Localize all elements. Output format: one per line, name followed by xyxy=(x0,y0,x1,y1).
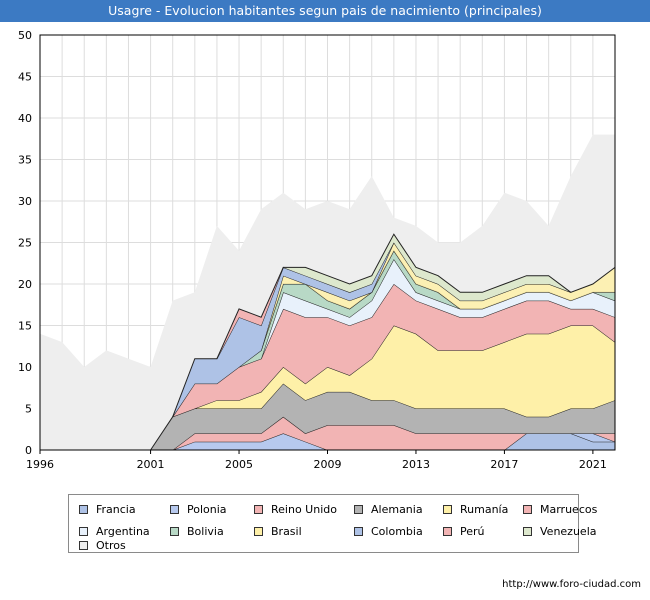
legend-swatch xyxy=(79,527,88,536)
x-tick-label: 2017 xyxy=(490,458,518,471)
area-rumania xyxy=(40,325,615,450)
area-marruecos xyxy=(40,284,615,450)
legend-swatch xyxy=(170,505,179,514)
y-tick-label: 35 xyxy=(18,154,32,167)
legend-swatch xyxy=(170,527,179,536)
legend-swatch xyxy=(443,527,452,536)
series-line-peru xyxy=(216,267,284,359)
legend-label: Marruecos xyxy=(540,503,598,516)
x-tick-label: 2013 xyxy=(402,458,430,471)
legend-label: Reino Unido xyxy=(271,503,337,516)
x-tick-label: 2005 xyxy=(225,458,253,471)
chart-title: Usagre - Evolucion habitantes segun pais… xyxy=(0,0,650,22)
series-line-venezuela xyxy=(283,233,572,293)
x-tick-label: 1996 xyxy=(26,458,54,471)
x-tick-label: 2021 xyxy=(579,458,607,471)
legend-swatch xyxy=(443,505,452,514)
legend-label: Venezuela xyxy=(540,525,597,538)
y-tick-label: 15 xyxy=(18,320,32,333)
y-tick-label: 45 xyxy=(18,71,32,84)
y-tick-label: 25 xyxy=(18,237,32,250)
legend-label: Brasil xyxy=(271,525,302,538)
legend-swatch xyxy=(354,527,363,536)
x-tick-label: 2001 xyxy=(137,458,165,471)
legend-label: Argentina xyxy=(96,525,150,538)
y-tick-label: 10 xyxy=(18,361,32,374)
y-tick-label: 40 xyxy=(18,112,32,125)
legend-swatch xyxy=(254,505,263,514)
y-tick-label: 50 xyxy=(18,29,32,42)
footer-url: http://www.foro-ciudad.com xyxy=(502,579,641,590)
legend-label: Perú xyxy=(460,525,485,538)
area-francia xyxy=(40,433,615,450)
legend-label: Bolivia xyxy=(187,525,224,538)
legend-label: Polonia xyxy=(187,503,227,516)
legend-label: Otros xyxy=(96,539,126,552)
y-tick-label: 30 xyxy=(18,195,32,208)
legend-swatch xyxy=(523,505,532,514)
y-tick-label: 0 xyxy=(25,444,32,457)
legend-swatch xyxy=(354,505,363,514)
legend-label: Rumanía xyxy=(460,503,509,516)
legend-swatch xyxy=(79,505,88,514)
legend-label: Alemania xyxy=(371,503,423,516)
legend-swatch xyxy=(79,541,88,550)
legend-swatch xyxy=(254,527,263,536)
legend: Francia Polonia Reino Unido Alemania Rumanía… xyxy=(68,494,597,553)
legend-swatch xyxy=(523,527,532,536)
x-tick-label: 2009 xyxy=(314,458,342,471)
y-tick-label: 5 xyxy=(25,403,32,416)
legend-label: Francia xyxy=(96,503,136,516)
legend-label: Colombia xyxy=(371,525,423,538)
area-venezuela xyxy=(40,234,615,450)
y-tick-label: 20 xyxy=(18,278,32,291)
area-alemania xyxy=(40,383,615,450)
area-colombia xyxy=(40,242,615,450)
